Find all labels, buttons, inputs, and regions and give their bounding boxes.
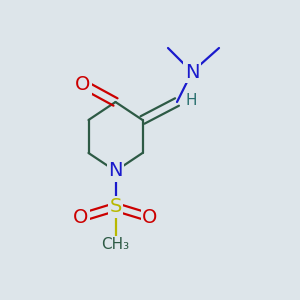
- Text: O: O: [73, 208, 89, 227]
- Text: N: N: [108, 161, 123, 181]
- Text: S: S: [109, 197, 122, 217]
- Text: N: N: [185, 62, 199, 82]
- Text: H: H: [186, 93, 197, 108]
- Text: O: O: [75, 74, 90, 94]
- Text: O: O: [142, 208, 158, 227]
- Text: CH₃: CH₃: [101, 237, 130, 252]
